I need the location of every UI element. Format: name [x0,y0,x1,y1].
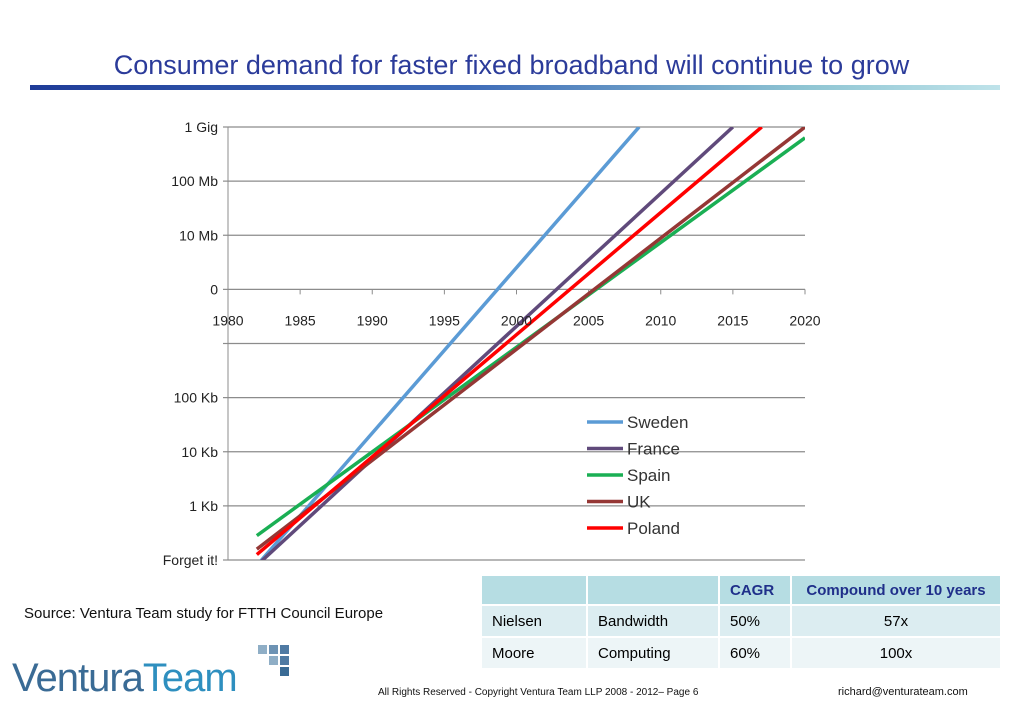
x-tick-label: 1980 [212,312,243,328]
contact-email[interactable]: richard@venturateam.com [838,686,968,698]
table-cell: 57x [790,604,1002,638]
y-level-label: 1 Kb [189,498,218,514]
ventura-team-logo: VenturaTeam [12,642,302,708]
series-line-poland [255,127,763,556]
y-level-label: 1 Gig [185,119,218,135]
table-header-row: CAGR Compound over 10 years [480,574,1002,606]
x-tick-label: 2010 [645,312,676,328]
series-line-sweden [259,127,641,560]
growth-rates-table: CAGR Compound over 10 years Nielsen Band… [480,574,1002,670]
table-header-cell [480,574,588,606]
x-tick-label: 2000 [501,312,532,328]
x-tick-label: 2005 [573,312,604,328]
logo-square-icon [280,645,289,654]
table-header-compound: Compound over 10 years [790,574,1002,606]
y-level-label: Forget it! [163,552,218,568]
logo-wordmark: VenturaTeam [12,656,238,701]
legend-label: UK [627,493,651,512]
logo-text-team: Team [142,656,238,700]
x-tick-label: 1985 [285,312,316,328]
table-cell: Moore [480,636,588,670]
logo-square-icon [280,656,289,665]
x-tick-label: 1990 [357,312,388,328]
logo-square-icon [269,645,278,654]
table-row: Moore Computing 60% 100x [480,636,1002,670]
table-header-cell [586,574,720,606]
legend-label: Spain [627,466,670,485]
logo-text-ventura: Ventura [12,656,144,700]
table-cell: 50% [718,604,792,638]
logo-square-icon [269,656,278,665]
table-cell: 60% [718,636,792,670]
table-header-cagr: CAGR [718,574,792,606]
source-note: Source: Ventura Team study for FTTH Coun… [24,605,384,622]
table-row: Nielsen Bandwidth 50% 57x [480,604,1002,638]
logo-square-icon [280,667,289,676]
y-level-label: 0 [210,281,218,297]
table-cell: Computing [586,636,720,670]
y-level-label: 10 Kb [181,444,218,460]
table-cell: Bandwidth [586,604,720,638]
copyright-footer: All Rights Reserved - Copyright Ventura … [378,687,699,698]
logo-square-icon [258,645,267,654]
y-level-label: 10 Mb [179,227,218,243]
slide-title: Consumer demand for faster fixed broadba… [113,50,910,80]
x-tick-label: 1995 [429,312,460,328]
x-tick-label: 2015 [717,312,748,328]
y-level-label: 100 Mb [171,173,218,189]
legend-label: France [627,440,680,459]
table-cell: 100x [790,636,1002,670]
legend-label: Sweden [627,413,688,432]
y-level-label: 100 Kb [174,390,219,406]
legend-label: Poland [627,519,680,538]
series-line-france [260,127,735,560]
table-cell: Nielsen [480,604,588,638]
broadband-growth-chart: Forget it! 1 Kb 10 Kb 100 Kb 0 10 Mb 100 Mb 1 G… [163,119,821,568]
title-divider [30,85,1000,90]
x-tick-label: 2020 [789,312,820,328]
